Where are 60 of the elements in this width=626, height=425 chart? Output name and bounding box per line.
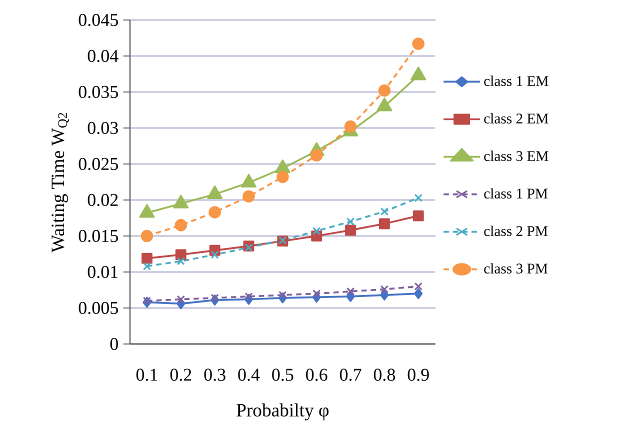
point [244,243,253,252]
point [414,194,422,202]
y-tick-label: 0 [110,338,118,350]
point [380,290,389,300]
legend-label: class 1 EM [484,76,548,86]
point [312,289,321,298]
point [142,296,152,305]
point [242,190,255,203]
y-tick-label: 0.005 [78,302,118,314]
point [278,290,287,300]
point [412,38,424,50]
legend-label: class 3 PM [484,263,548,274]
y-tick-label: 0.015 [78,230,118,242]
point [310,149,323,162]
point [378,84,391,97]
x-tick-label: 0.2 [170,368,192,381]
x-tick-label: 0.3 [204,368,226,381]
point [380,207,389,216]
point [244,292,253,301]
y-tick-label: 0.04 [88,50,118,62]
legend-label: class 3 EM [484,150,548,161]
y-tick-label: 0.02 [88,194,118,206]
point [344,120,357,133]
point [208,206,221,218]
y-tick-label: 0.045 [78,14,118,26]
point [174,219,188,232]
legend-label: class 1 PM [484,188,548,199]
y-axis-title: Waiting Time W$_{Q2}$ [52,112,69,252]
point [142,252,152,264]
x-tick-label: 0.4 [238,368,260,381]
y-tick-label: 0.01 [88,266,118,278]
x-tick-label: 0.9 [408,368,429,381]
point [176,295,185,304]
point [412,210,424,222]
point [276,170,289,184]
point [142,262,152,270]
y-tick-label: 0.035 [78,86,118,98]
point [140,230,154,242]
y-tick-label: 0.025 [78,158,118,170]
x-tick-label: 0.5 [272,368,294,381]
point [378,218,390,230]
x-tick-label: 0.7 [340,368,362,381]
point [175,249,186,260]
x-tick-label: 0.1 [136,368,158,381]
point [380,285,389,294]
x-tick-label: 0.8 [374,368,396,381]
point [312,226,321,236]
x-axis-title: Probabilty φ [236,403,329,420]
y-tick-label: 0.03 [88,122,118,134]
point [346,287,355,296]
point [346,217,355,226]
point [414,288,423,300]
point [210,250,219,259]
legend-label: class 2 PM [484,226,548,236]
point [176,257,185,266]
x-tick-label: 0.6 [306,368,328,381]
point [210,294,219,302]
point [414,282,422,290]
point [345,224,356,236]
legend-label: class 2 EM [484,113,548,124]
